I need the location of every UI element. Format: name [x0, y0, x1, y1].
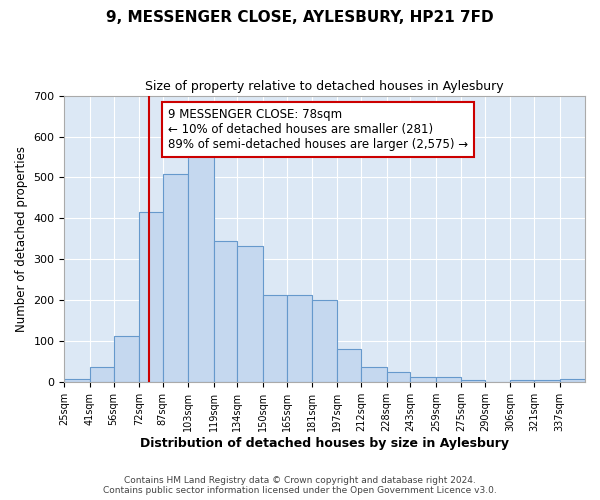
Bar [534, 380, 560, 382]
Bar [386, 372, 410, 382]
Bar [263, 296, 287, 382]
Text: Contains HM Land Registry data © Crown copyright and database right 2024.
Contai: Contains HM Land Registry data © Crown c… [103, 476, 497, 495]
Bar [436, 377, 461, 382]
Bar [511, 380, 534, 382]
Bar [163, 174, 188, 382]
Bar [461, 380, 485, 382]
Bar [238, 246, 263, 382]
Bar [560, 379, 585, 382]
Bar [139, 212, 163, 382]
Y-axis label: Number of detached properties: Number of detached properties [15, 146, 28, 332]
Bar [361, 367, 386, 382]
Bar [214, 241, 238, 382]
Text: 9 MESSENGER CLOSE: 78sqm
← 10% of detached houses are smaller (281)
89% of semi-: 9 MESSENGER CLOSE: 78sqm ← 10% of detach… [167, 108, 467, 151]
Bar [410, 377, 436, 382]
Bar [64, 379, 90, 382]
Bar [287, 296, 312, 382]
Bar [113, 336, 139, 382]
Bar [90, 366, 113, 382]
X-axis label: Distribution of detached houses by size in Aylesbury: Distribution of detached houses by size … [140, 437, 509, 450]
Bar [337, 350, 361, 382]
Bar [312, 300, 337, 382]
Title: Size of property relative to detached houses in Aylesbury: Size of property relative to detached ho… [145, 80, 504, 93]
Text: 9, MESSENGER CLOSE, AYLESBURY, HP21 7FD: 9, MESSENGER CLOSE, AYLESBURY, HP21 7FD [106, 10, 494, 25]
Bar [188, 146, 214, 382]
